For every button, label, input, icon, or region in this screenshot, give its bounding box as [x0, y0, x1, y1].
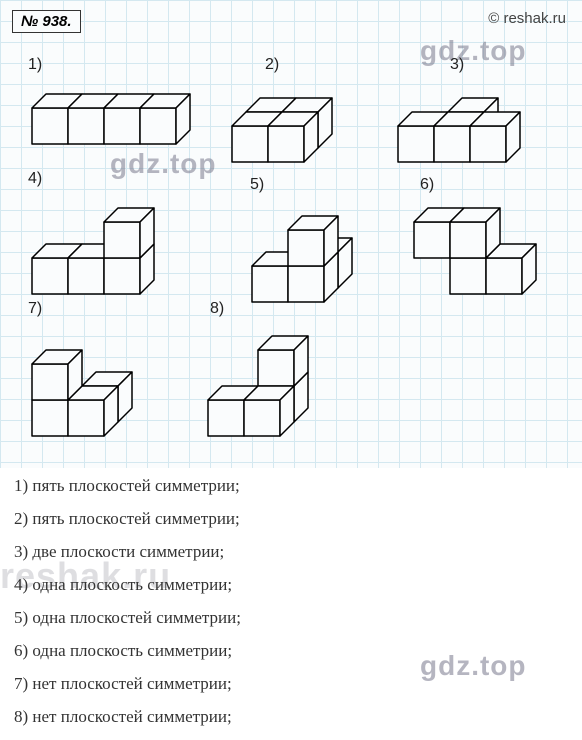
watermark-0: gdz.top — [420, 35, 527, 67]
figure-label-2: 2) — [265, 56, 279, 74]
cube-figure-4 — [30, 192, 170, 301]
watermark-1: gdz.top — [110, 148, 217, 180]
copyright-text: © reshak.ru — [488, 10, 566, 27]
cube-figure-6 — [412, 192, 552, 301]
cube-figure-1 — [30, 78, 206, 151]
answer-2: 2) пять плоскостей симметрии; — [14, 509, 564, 529]
cube-shape — [396, 82, 550, 164]
answer-7: 7) нет плоскостей симметрии; — [14, 674, 564, 694]
problem-number-box: № 938. — [12, 10, 81, 33]
figure-label-7: 7) — [28, 300, 42, 318]
answer-1: 1) пять плоскостей симметрии; — [14, 476, 564, 496]
cube-figure-2 — [230, 82, 348, 169]
cube-figure-7 — [30, 320, 148, 443]
answer-6: 6) одна плоскость симметрии; — [14, 641, 564, 661]
cube-shape — [250, 186, 368, 304]
answer-5: 5) одна плоскостей симметрии; — [14, 608, 564, 628]
cube-shape — [30, 320, 148, 438]
figure-label-3: 3) — [450, 56, 464, 74]
figure-label-4: 4) — [28, 170, 42, 188]
cube-shape — [30, 192, 170, 296]
cube-figure-8 — [206, 320, 324, 443]
cube-shape — [230, 82, 348, 164]
figure-label-1: 1) — [28, 56, 42, 74]
cube-shape — [30, 78, 206, 146]
cube-shape — [206, 320, 324, 438]
answer-4: 4) одна плоскость симметрии; — [14, 575, 564, 595]
answer-8: 8) нет плоскостей симметрии; — [14, 707, 564, 727]
figure-label-8: 8) — [210, 300, 224, 318]
cube-figure-3 — [396, 82, 550, 169]
answers-list: 1) пять плоскостей симметрии; 2) пять пл… — [14, 476, 564, 740]
answer-3: 3) две плоскости симметрии; — [14, 542, 564, 562]
cube-shape — [412, 192, 552, 296]
problem-number: № 938. — [21, 13, 72, 30]
cube-figure-5 — [250, 186, 368, 309]
